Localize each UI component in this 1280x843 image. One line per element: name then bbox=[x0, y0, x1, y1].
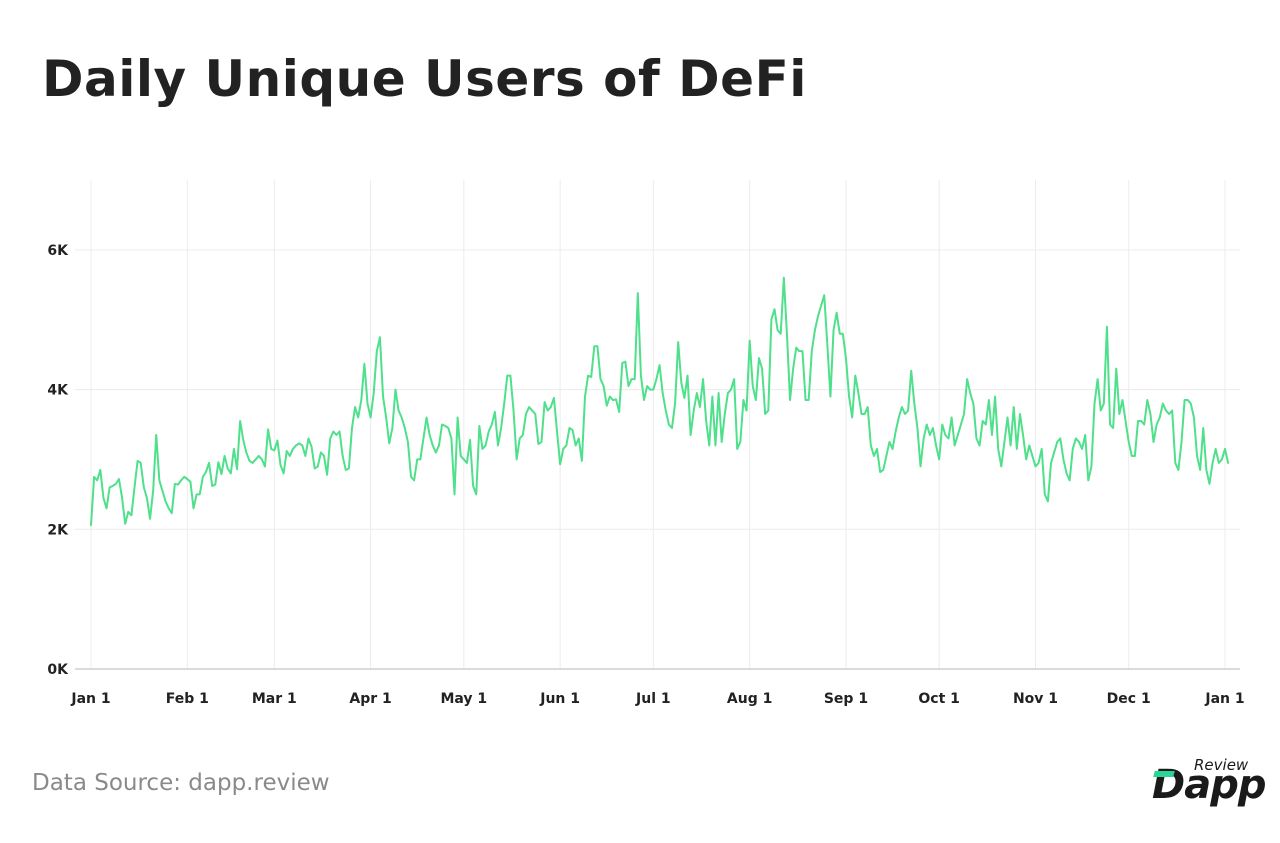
logo-accent-bar bbox=[1153, 771, 1175, 777]
y-tick-label: 6K bbox=[47, 243, 69, 259]
x-tick-label: Jan 1 bbox=[70, 691, 110, 707]
x-tick-label: Nov 1 bbox=[1013, 691, 1058, 707]
x-tick-label: Aug 1 bbox=[727, 691, 772, 707]
y-axis-ticks: 0K 2K 4K 6K bbox=[47, 243, 69, 678]
x-tick-label: Jun 1 bbox=[539, 691, 580, 707]
logo-review-text: Review bbox=[1194, 756, 1249, 774]
x-tick-label: Jul 1 bbox=[635, 691, 671, 707]
x-tick-label: Dec 1 bbox=[1107, 691, 1151, 707]
x-tick-label: Oct 1 bbox=[918, 691, 960, 707]
x-tick-label: Mar 1 bbox=[252, 691, 297, 707]
dapp-review-logo: Review Dapp bbox=[1148, 754, 1266, 814]
data-source-note: Data Source: dapp.review bbox=[32, 770, 330, 796]
logo-word-text: Dapp bbox=[1152, 762, 1266, 808]
y-tick-label: 0K bbox=[47, 662, 69, 678]
x-tick-label: Sep 1 bbox=[824, 691, 868, 707]
x-tick-label: Feb 1 bbox=[166, 691, 209, 707]
chart-title: Daily Unique Users of DeFi bbox=[42, 50, 807, 108]
x-tick-label: Apr 1 bbox=[349, 691, 391, 707]
y-tick-label: 4K bbox=[47, 383, 69, 399]
x-tick-label: Jan 1 bbox=[1204, 691, 1244, 707]
series-line-0 bbox=[90, 276, 1230, 527]
y-tick-label: 2K bbox=[47, 522, 69, 538]
x-tick-label: May 1 bbox=[440, 691, 487, 707]
x-axis-ticks: Jan 1 Feb 1 Mar 1 Apr 1 May 1 Jun 1 Jul 1 Aug 1… bbox=[70, 691, 1244, 707]
series-group bbox=[90, 276, 1230, 527]
grid-lines bbox=[75, 180, 1240, 669]
